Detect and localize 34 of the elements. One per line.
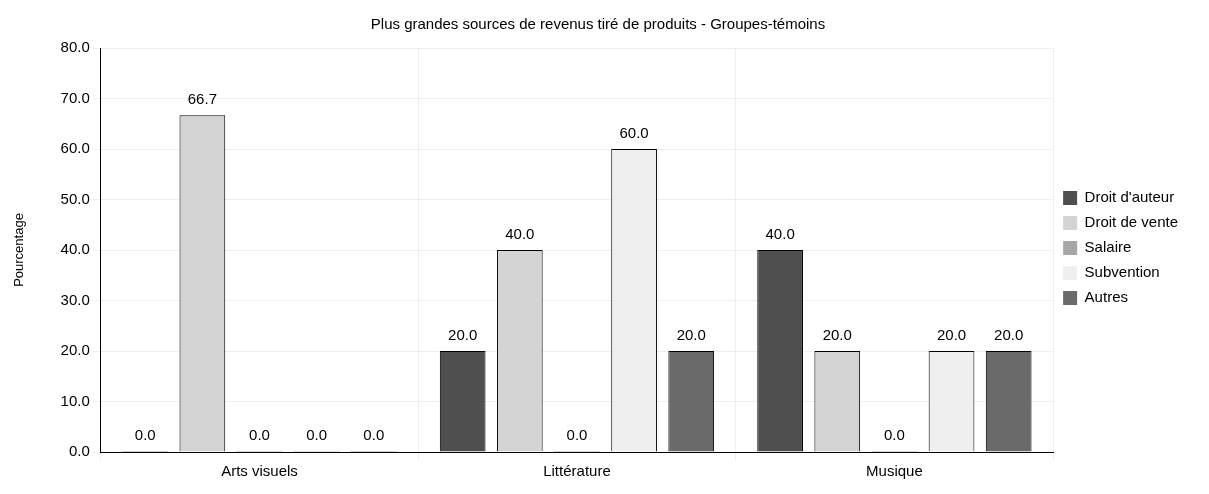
data-label: 0.0: [363, 425, 385, 443]
y-tick-label: 30.0: [60, 290, 90, 308]
data-label: 0.0: [883, 425, 905, 443]
data-label: 20.0: [448, 325, 478, 343]
legend-label: Droit d'auteur: [1084, 188, 1175, 206]
y-axis-title: Pourcentage: [11, 213, 27, 287]
data-label: 60.0: [619, 123, 649, 141]
data-label: 40.0: [765, 224, 795, 242]
data-label: 20.0: [936, 325, 967, 343]
data-label: 0.0: [566, 425, 588, 443]
data-label: 40.0: [505, 224, 535, 242]
y-tick-label: 60.0: [60, 139, 90, 157]
x-tick-label: Littérature: [543, 462, 611, 480]
y-tick-label: 40.0: [60, 240, 90, 258]
x-tick-label: Arts visuels: [221, 462, 298, 480]
chart-title: Plus grandes sources de revenus tiré de produits - Groupes-témoins: [370, 15, 826, 33]
x-tick-label: Musique: [866, 462, 923, 480]
legend-label: Salaire: [1084, 238, 1132, 256]
data-label: 20.0: [994, 325, 1024, 343]
legend-label: Droit de vente: [1084, 213, 1179, 231]
y-tick-label: 80.0: [60, 38, 90, 56]
legend-label: Subvention: [1084, 263, 1160, 281]
data-label: 0.0: [249, 425, 270, 443]
data-label: 66.7: [187, 89, 217, 107]
data-label: 0.0: [134, 425, 156, 443]
y-tick-label: 0.0: [68, 442, 90, 460]
y-tick-label: 50.0: [60, 189, 90, 207]
y-tick-label: 20.0: [60, 341, 90, 359]
legend-label: Autres: [1084, 288, 1128, 306]
y-tick-label: 70.0: [60, 88, 90, 106]
data-label: 20.0: [676, 325, 706, 343]
data-label: 20.0: [822, 325, 852, 343]
y-tick-label: 10.0: [60, 391, 90, 409]
data-label: 0.0: [306, 425, 328, 443]
